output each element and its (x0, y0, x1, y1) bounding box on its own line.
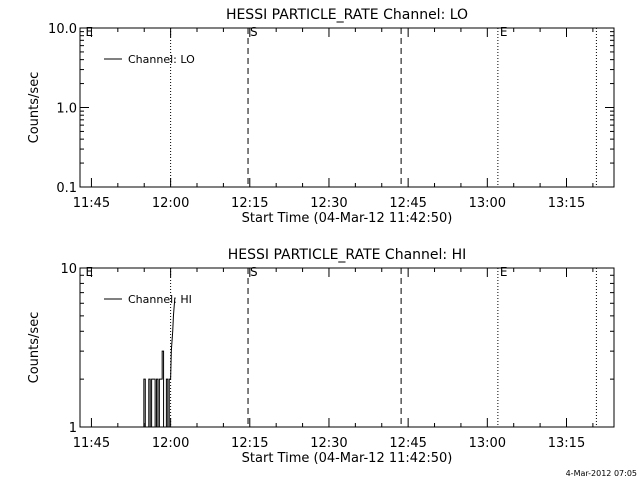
chart-hi-x-tick-label: 12:00 (152, 436, 189, 451)
chart-hi-title: HESSI PARTICLE_RATE Channel: HI (228, 247, 466, 263)
chart-hi-y-tick-label: 10 (60, 262, 77, 277)
chart-lo-legend-label: Channel: LO (128, 53, 195, 66)
chart-lo-x-tick-label: 12:00 (152, 196, 189, 211)
chart-panel-hi: HESSI PARTICLE_RATE Channel: HI 1 10 11:45 1… (27, 247, 615, 466)
chart-hi-y-axis-label: Counts/sec (27, 312, 42, 384)
chart-hi-x-tick-label: 13:15 (548, 436, 585, 451)
chart-hi-plot-frame (79, 267, 615, 428)
chart-lo-event-letter: E (86, 25, 94, 39)
chart-lo-x-tick-label: 13:15 (548, 196, 585, 211)
chart-lo-x-tick-label: 12:15 (231, 196, 268, 211)
chart-lo-event-letter: E (500, 25, 508, 39)
chart-lo-x-tick-label: 12:45 (389, 196, 426, 211)
chart-panel-lo: HESSI PARTICLE_RATE Channel: LO 0.1 1.0 10.… (27, 7, 615, 226)
chart-hi-event-letter: S (250, 265, 258, 279)
chart-lo-event-letter: S (250, 25, 258, 39)
chart-lo-y-tick-label: 0.1 (56, 181, 77, 196)
footer-timestamp: 4-Mar-2012 07:05 (566, 469, 637, 478)
chart-hi-legend-label: Channel: HI (128, 293, 192, 306)
chart-lo-x-tick-label: 12:30 (310, 196, 347, 211)
chart-hi-y-tick-label: 1 (69, 421, 77, 436)
chart-lo-x-tick-label: 13:00 (469, 196, 506, 211)
chart-hi-x-tick-label: 13:00 (469, 436, 506, 451)
chart-hi-x-tick-label: 12:30 (310, 436, 347, 451)
chart-lo-x-axis-label: Start Time (04-Mar-12 11:42:50) (242, 211, 453, 226)
chart-lo-title: HESSI PARTICLE_RATE Channel: LO (226, 7, 468, 23)
chart-lo-y-axis-label: Counts/sec (27, 72, 42, 144)
chart-hi-x-tick-label: 12:45 (389, 436, 426, 451)
chart-lo-y-tick-label: 1.0 (56, 102, 77, 117)
chart-lo-plot-frame (79, 27, 615, 188)
chart-hi-series-line (143, 297, 176, 428)
chart-hi-x-tick-label: 11:45 (73, 436, 110, 451)
chart-hi-event-letter: E (500, 265, 508, 279)
chart-hi-event-letter: E (86, 265, 94, 279)
chart-lo-y-tick-label: 10.0 (48, 22, 77, 37)
chart-lo-x-tick-label: 11:45 (73, 196, 110, 211)
chart-hi-x-tick-label: 12:15 (231, 436, 268, 451)
chart-hi-x-axis-label: Start Time (04-Mar-12 11:42:50) (242, 451, 453, 466)
